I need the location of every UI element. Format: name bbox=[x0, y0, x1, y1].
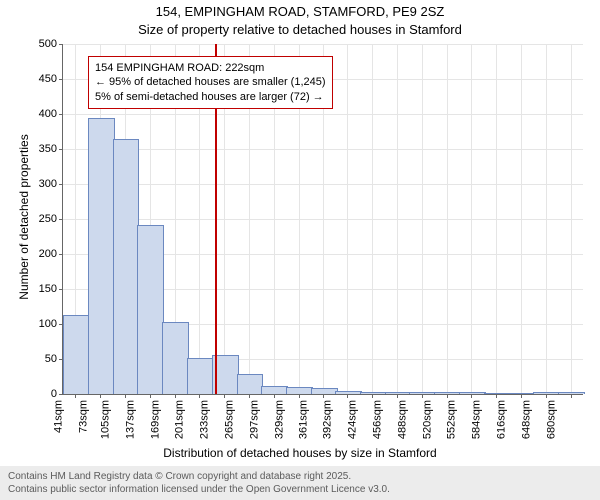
x-tick-label: 680sqm bbox=[545, 400, 557, 439]
grid-line-v bbox=[372, 44, 373, 394]
footer: Contains HM Land Registry data © Crown c… bbox=[0, 466, 600, 500]
x-tick-label: 297sqm bbox=[248, 400, 260, 439]
histogram-bar bbox=[63, 315, 90, 394]
y-tick-label: 50 bbox=[45, 353, 57, 365]
x-tick-label: 41sqm bbox=[53, 400, 65, 433]
histogram-bar bbox=[509, 393, 536, 394]
histogram-bar bbox=[484, 393, 511, 394]
x-tick-label: 265sqm bbox=[223, 400, 235, 439]
x-tick-label: 105sqm bbox=[99, 400, 111, 439]
x-axis-label: Distribution of detached houses by size … bbox=[0, 446, 600, 460]
grid-line-v bbox=[571, 44, 572, 394]
x-tick-label: 361sqm bbox=[298, 400, 310, 439]
callout-line: ← 95% of detached houses are smaller (1,… bbox=[95, 75, 326, 89]
x-tick-label: 392sqm bbox=[322, 400, 334, 439]
y-tick-label: 100 bbox=[39, 318, 57, 330]
y-tick-label: 0 bbox=[51, 388, 57, 400]
histogram-bar bbox=[533, 392, 560, 394]
histogram-bar bbox=[335, 391, 362, 394]
histogram-bar bbox=[409, 392, 436, 394]
footer-line: Contains public sector information licen… bbox=[8, 483, 592, 496]
x-tick-label: 201sqm bbox=[174, 400, 186, 439]
histogram-bar bbox=[261, 386, 288, 394]
x-tick-label: 424sqm bbox=[347, 400, 359, 439]
histogram-bar bbox=[360, 392, 387, 394]
histogram-bar bbox=[187, 358, 214, 394]
histogram-bar bbox=[558, 392, 585, 394]
grid-line-v bbox=[447, 44, 448, 394]
chart-subtitle: Size of property relative to detached ho… bbox=[0, 22, 600, 37]
x-tick-label: 456sqm bbox=[371, 400, 383, 439]
histogram-bar bbox=[459, 392, 486, 394]
x-tick-label: 552sqm bbox=[446, 400, 458, 439]
y-tick-label: 400 bbox=[39, 108, 57, 120]
x-tick-label: 584sqm bbox=[471, 400, 483, 439]
y-axis-label: Number of detached properties bbox=[17, 117, 31, 317]
histogram-bar bbox=[311, 388, 338, 394]
grid-line-v bbox=[347, 44, 348, 394]
x-tick-label: 233sqm bbox=[199, 400, 211, 439]
histogram-bar bbox=[434, 392, 461, 394]
footer-line: Contains HM Land Registry data © Crown c… bbox=[8, 470, 592, 483]
x-tick-label: 648sqm bbox=[520, 400, 532, 439]
callout-line: 5% of semi-detached houses are larger (7… bbox=[95, 90, 326, 104]
histogram-bar bbox=[88, 118, 115, 394]
grid-line-v bbox=[546, 44, 547, 394]
histogram-bar bbox=[385, 392, 412, 394]
y-tick-label: 500 bbox=[39, 38, 57, 50]
chart-container: 154, EMPINGHAM ROAD, STAMFORD, PE9 2SZ S… bbox=[0, 0, 600, 500]
grid-line-v bbox=[397, 44, 398, 394]
x-tick-label: 137sqm bbox=[124, 400, 136, 439]
chart-title: 154, EMPINGHAM ROAD, STAMFORD, PE9 2SZ bbox=[0, 4, 600, 19]
histogram-bar bbox=[237, 374, 264, 394]
grid-line-v bbox=[422, 44, 423, 394]
histogram-bar bbox=[286, 387, 313, 394]
callout-box: 154 EMPINGHAM ROAD: 222sqm← 95% of detac… bbox=[88, 56, 333, 109]
y-tick-label: 450 bbox=[39, 73, 57, 85]
x-tick-label: 520sqm bbox=[421, 400, 433, 439]
callout-line: 154 EMPINGHAM ROAD: 222sqm bbox=[95, 61, 326, 75]
x-tick-label: 73sqm bbox=[78, 400, 90, 433]
grid-line-v bbox=[496, 44, 497, 394]
y-tick-label: 350 bbox=[39, 143, 57, 155]
histogram-bar bbox=[137, 225, 164, 394]
x-tick-label: 616sqm bbox=[495, 400, 507, 439]
x-tick-label: 488sqm bbox=[396, 400, 408, 439]
x-tick-label: 169sqm bbox=[149, 400, 161, 439]
y-tick-label: 300 bbox=[39, 178, 57, 190]
x-tick-label: 329sqm bbox=[273, 400, 285, 439]
y-tick-label: 250 bbox=[39, 213, 57, 225]
grid-line-v bbox=[471, 44, 472, 394]
histogram-bar bbox=[113, 139, 140, 394]
histogram-bar bbox=[162, 322, 189, 394]
y-tick-label: 150 bbox=[39, 283, 57, 295]
grid-line-v bbox=[521, 44, 522, 394]
y-tick-label: 200 bbox=[39, 248, 57, 260]
